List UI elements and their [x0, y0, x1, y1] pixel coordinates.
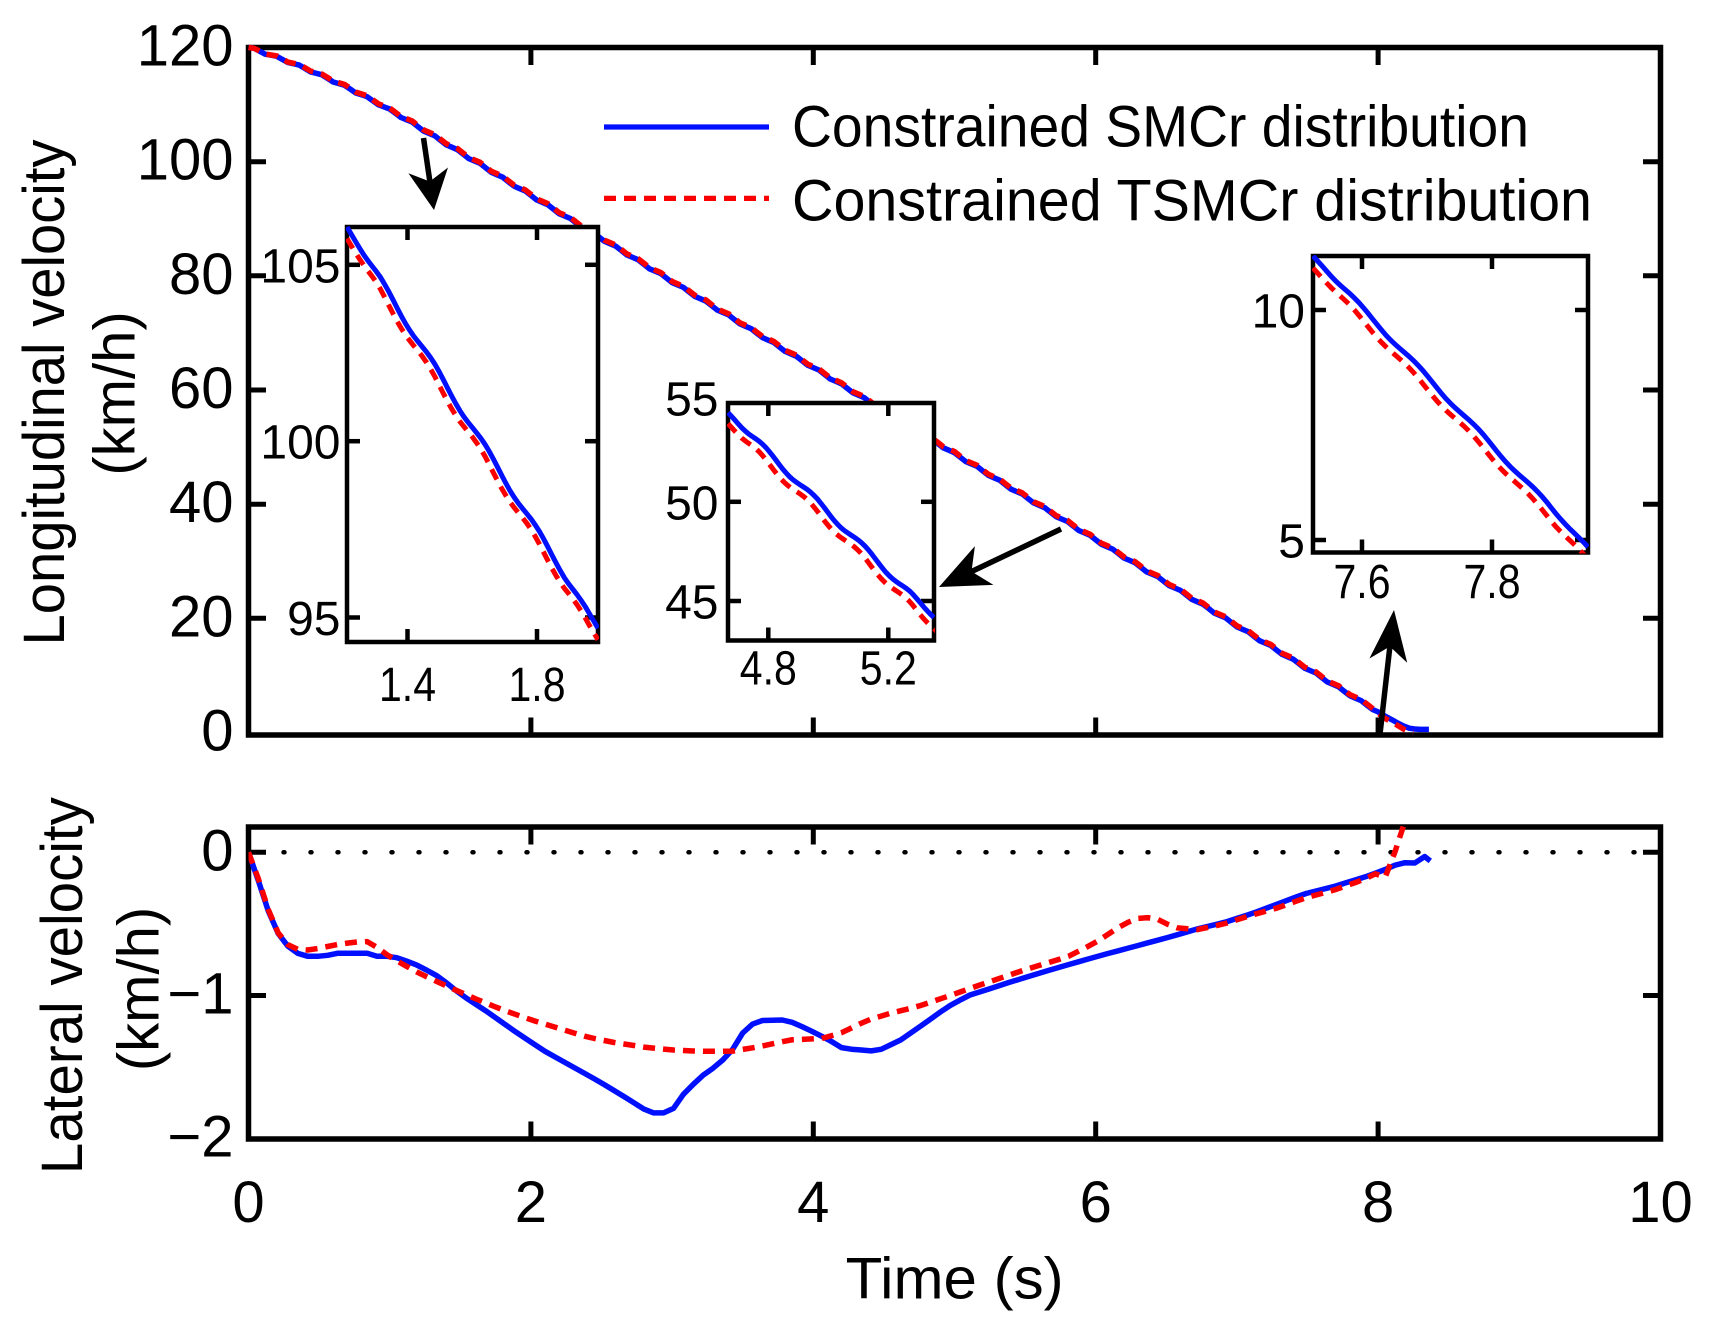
- svg-text:6: 6: [1080, 1170, 1112, 1235]
- svg-text:40: 40: [169, 470, 234, 535]
- svg-text:5.2: 5.2: [860, 643, 917, 696]
- svg-text:1.8: 1.8: [509, 659, 566, 712]
- svg-text:−2: −2: [167, 1105, 233, 1170]
- svg-text:20: 20: [169, 584, 234, 649]
- svg-text:Constrained SMCr distribution: Constrained SMCr distribution: [792, 95, 1529, 160]
- svg-text:0: 0: [201, 699, 233, 764]
- svg-text:80: 80: [169, 242, 234, 307]
- svg-text:Longitudinal velocity: Longitudinal velocity: [12, 140, 77, 646]
- svg-text:105: 105: [260, 240, 340, 293]
- svg-text:4: 4: [797, 1170, 829, 1235]
- svg-text:0: 0: [232, 1170, 264, 1235]
- svg-text:95: 95: [287, 593, 340, 646]
- svg-text:100: 100: [260, 417, 340, 470]
- svg-text:10: 10: [1252, 286, 1305, 339]
- svg-text:2: 2: [515, 1170, 547, 1235]
- svg-text:Time (s): Time (s): [846, 1246, 1064, 1311]
- svg-text:100: 100: [137, 128, 234, 193]
- svg-text:(km/h): (km/h): [83, 311, 148, 475]
- svg-text:(km/h): (km/h): [107, 907, 172, 1071]
- svg-text:45: 45: [665, 577, 718, 630]
- svg-text:0: 0: [201, 818, 233, 883]
- svg-text:8: 8: [1362, 1170, 1394, 1235]
- svg-text:120: 120: [137, 14, 234, 79]
- svg-text:−1: −1: [167, 962, 233, 1027]
- svg-text:1.4: 1.4: [379, 659, 436, 712]
- svg-text:Lateral velocity: Lateral velocity: [30, 797, 95, 1174]
- svg-text:55: 55: [665, 374, 718, 427]
- svg-text:10: 10: [1628, 1170, 1693, 1235]
- svg-text:7.8: 7.8: [1464, 556, 1521, 609]
- svg-text:5: 5: [1278, 516, 1305, 569]
- svg-text:7.6: 7.6: [1334, 556, 1391, 609]
- svg-text:Constrained TSMCr distribution: Constrained TSMCr distribution: [792, 169, 1592, 234]
- svg-text:50: 50: [665, 477, 718, 530]
- svg-text:4.8: 4.8: [740, 643, 797, 696]
- svg-text:60: 60: [169, 356, 234, 421]
